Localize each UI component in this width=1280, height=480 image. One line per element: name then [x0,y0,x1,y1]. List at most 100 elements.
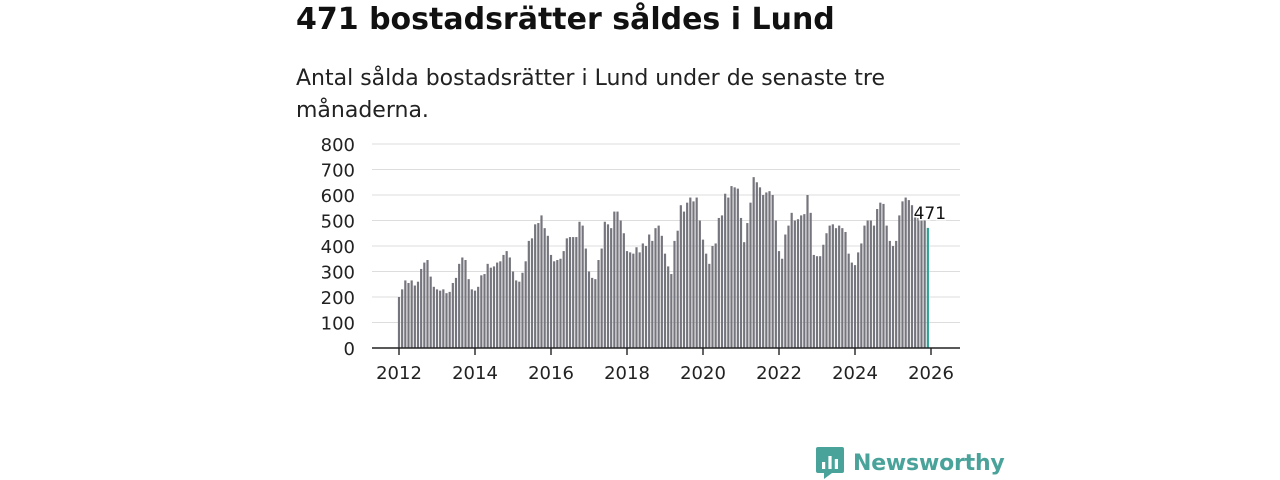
bar [575,237,578,348]
bar [492,266,496,348]
bar [549,254,553,348]
chart-title: 471 bostadsrätter såldes i Lund [296,2,835,37]
bar [616,211,619,348]
bar [502,254,505,348]
bar [578,221,581,348]
y-tick-label: 500 [321,212,355,233]
bar [819,256,822,348]
bar [679,205,682,348]
x-tick-label: 2026 [908,363,954,384]
bar [714,243,717,348]
bar [907,200,910,348]
bar [806,195,809,348]
bar [891,246,895,348]
bar [888,240,891,348]
bar [705,253,708,348]
bar [451,282,454,348]
bar [515,280,518,348]
bar [603,221,606,348]
y-tick-label: 200 [321,288,355,309]
bar [917,217,920,348]
y-tick-label: 800 [321,135,355,156]
bar [416,281,420,348]
bar [841,228,844,348]
bar [556,260,559,348]
bar [673,240,676,348]
bar [622,233,625,348]
bar [597,260,600,348]
bar [629,252,632,349]
bar [521,272,524,348]
chart-subtitle: Antal sålda bostadsrätter i Lund under d… [296,66,885,123]
bar [910,205,914,348]
bar [670,274,673,348]
bar [464,260,467,348]
bar [660,235,663,348]
x-tick-label: 2024 [832,363,878,384]
bar [752,177,755,348]
bar [435,289,439,348]
bar [600,248,603,348]
bar [901,201,904,349]
bar [439,290,442,349]
bar [635,247,638,348]
x-tick-label: 2014 [452,363,498,384]
bar [407,282,410,348]
bar [432,286,435,348]
bar [591,277,594,349]
bar [701,239,705,349]
bar [483,274,486,348]
bar [429,276,432,348]
bar [454,277,458,349]
bar [800,215,803,348]
bar [692,201,695,349]
bar [477,286,480,348]
bar [530,238,534,348]
bar [689,197,692,348]
bar [537,223,540,348]
x-tick-label: 2012 [376,363,422,384]
bar [724,193,727,348]
bar [755,182,758,348]
bar [467,279,470,348]
bar [581,225,584,348]
bar [426,260,429,348]
bar [423,262,426,348]
bar [904,197,907,348]
bar [768,191,771,348]
bar [486,263,489,348]
y-tick-label: 600 [321,186,355,207]
latest-value-label: 471 [914,204,946,224]
x-tick-label: 2020 [680,363,726,384]
bar [625,251,629,348]
bar [518,281,521,348]
bar [404,280,407,348]
bar [739,217,743,348]
bar [496,262,499,348]
y-tick-label: 400 [321,237,355,258]
bar [584,248,587,348]
bar [540,215,543,348]
bar [869,220,872,348]
bar [397,297,401,348]
bar [796,219,800,348]
bar [914,215,917,348]
bar [898,215,901,348]
bar [534,224,537,348]
bar [562,251,565,348]
bar [815,256,819,348]
bar [920,215,923,348]
bar [410,280,413,348]
bar [651,240,654,348]
bar [809,212,812,348]
y-tick-label: 700 [321,161,355,182]
bar [762,195,765,348]
bar [565,238,568,348]
bar [587,271,591,348]
bar [489,267,492,348]
bar [822,244,825,348]
bar [572,237,575,348]
y-tick-label: 300 [321,263,355,284]
bar [508,257,511,348]
bar [613,211,616,348]
